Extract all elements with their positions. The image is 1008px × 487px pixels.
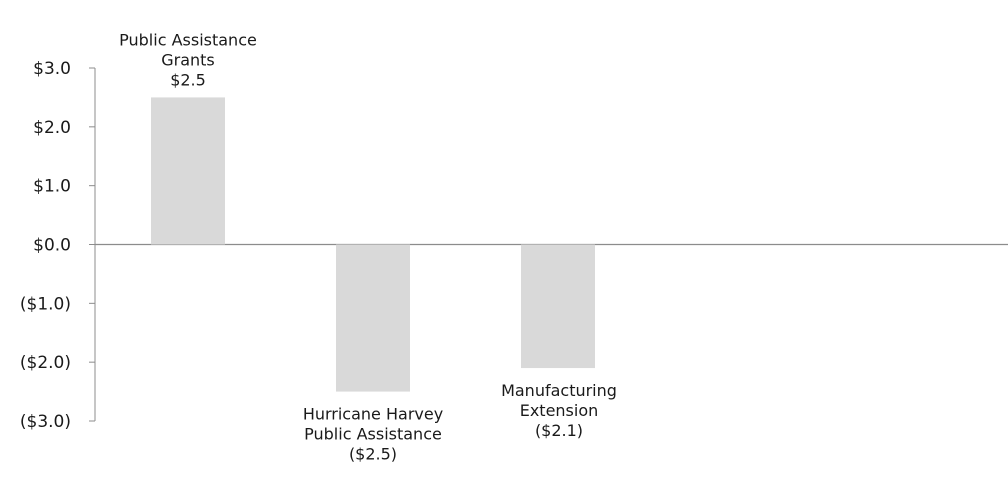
data-label-line: Grants [161, 50, 215, 69]
data-label-line: Manufacturing [501, 381, 617, 400]
data-label-1: Public Assistance Grants $2.5 [119, 30, 257, 89]
chart-axes: $3.0 $2.0 $1.0 $0.0 ($1.0) ($2.0) ($3.0) [20, 59, 1008, 432]
data-label-line: $2.5 [170, 70, 206, 89]
y-tick-label: $3.0 [33, 59, 71, 79]
chart-bars [151, 97, 595, 392]
data-label-line: ($2.5) [349, 445, 397, 464]
data-label-line: ($2.1) [535, 421, 583, 440]
y-tick-label: ($2.0) [20, 353, 71, 373]
y-tick-label: $1.0 [33, 177, 71, 197]
y-tick-label: ($1.0) [20, 294, 71, 314]
y-tick-label: ($3.0) [20, 412, 71, 432]
bar-2 [336, 244, 410, 392]
data-label-line: Public Assistance [304, 425, 442, 444]
y-tick-label: $0.0 [33, 236, 71, 256]
data-label-line: Public Assistance [119, 30, 257, 49]
bar-3 [521, 244, 595, 369]
data-label-2: Hurricane Harvey Public Assistance ($2.5) [303, 405, 443, 464]
data-label-3: Manufacturing Extension ($2.1) [501, 381, 617, 440]
bar-1 [151, 97, 225, 245]
data-label-line: Hurricane Harvey [303, 405, 443, 424]
y-tick-label: $2.0 [33, 118, 71, 138]
data-label-line: Extension [520, 401, 599, 420]
